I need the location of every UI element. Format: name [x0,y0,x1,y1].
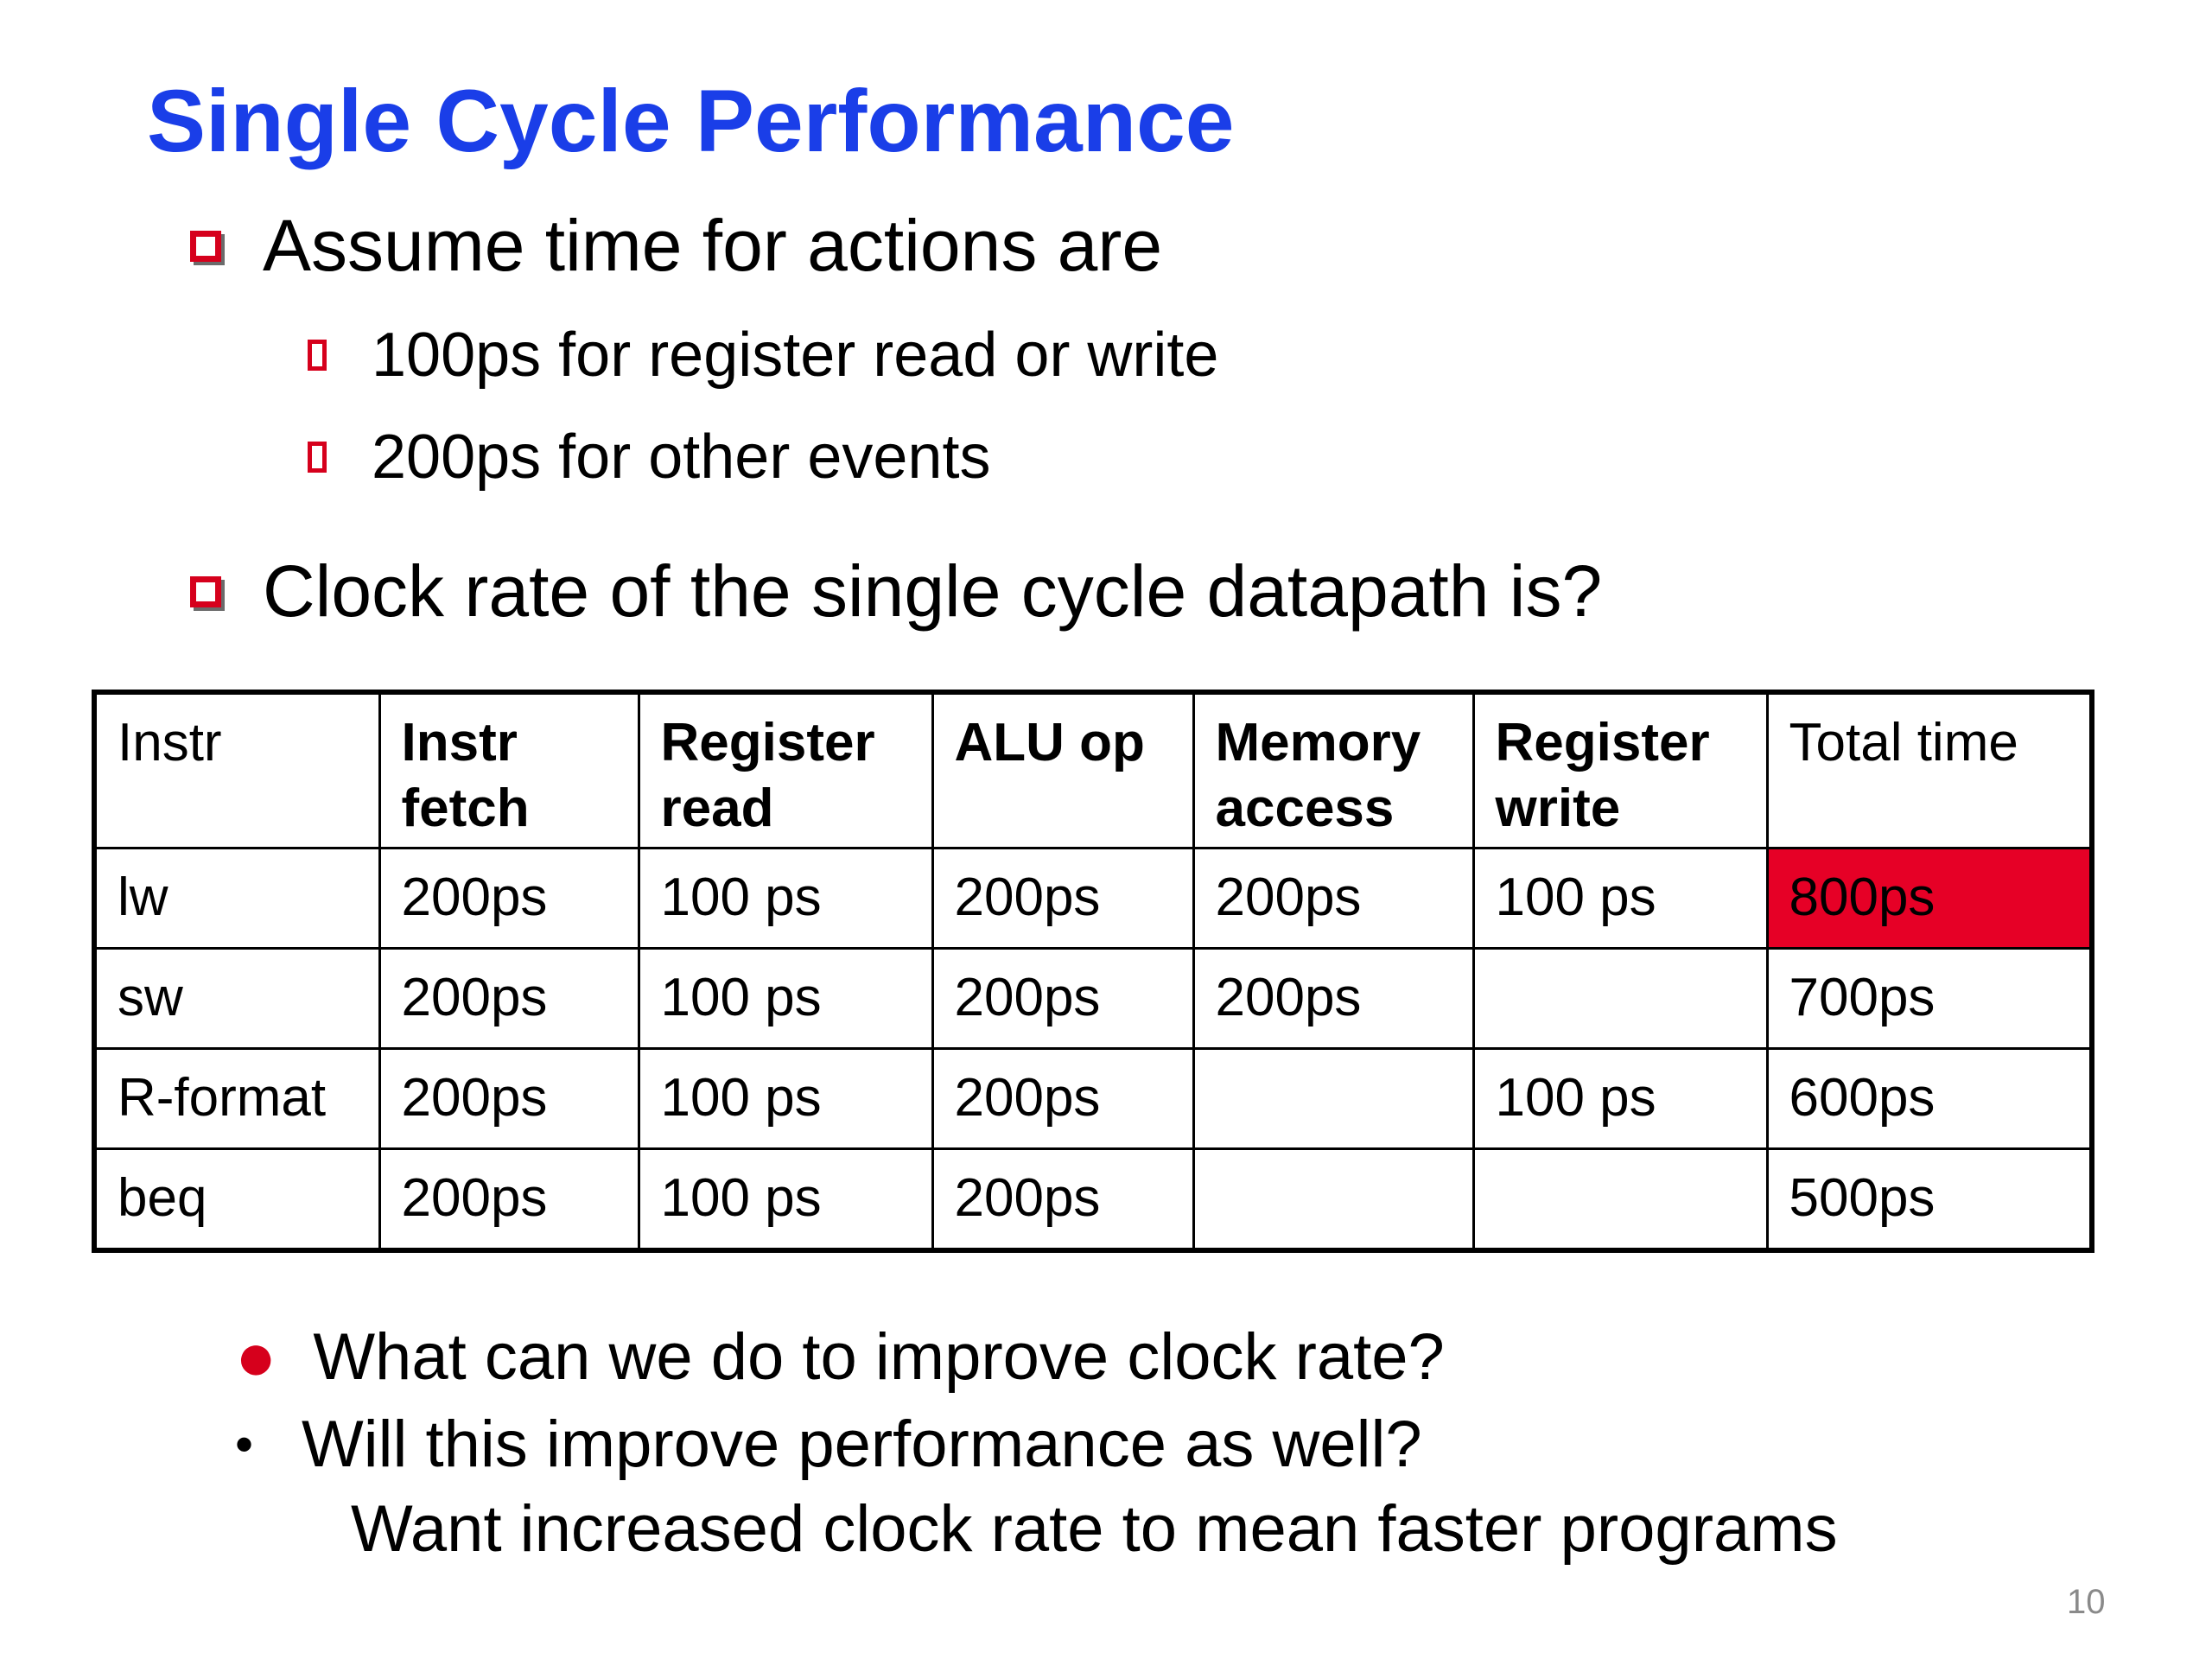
question-performance: • Will this improve performance as well? [235,1407,1422,1482]
header-instr-fetch: Instr fetch [378,690,640,849]
cell-memory-access [1192,1047,1475,1150]
slide-title: Single Cycle Performance [147,72,1235,170]
cell-alu-op: 200ps [931,847,1195,950]
header-register-write: Register write [1471,690,1769,849]
cell-register-write [1471,947,1769,1050]
cell-instr-fetch: 200ps [378,847,640,950]
small-square-bullet-icon [308,442,327,473]
header-instr: Instr [92,690,381,849]
cell-alu-op: 200ps [931,1047,1195,1150]
bullet-clock: Clock rate of the single cycle datapath … [190,550,1602,633]
bullet-clock-text: Clock rate of the single cycle datapath … [263,550,1603,632]
bullet-assume-text: Assume time for actions are [263,205,1163,286]
table-row: R-format 200ps 100 ps 200ps 100 ps 600ps [92,1047,2094,1150]
cell-alu-op: 200ps [931,947,1195,1050]
header-memory-access: Memory access [1192,690,1475,849]
cell-alu-op: 200ps [931,1147,1195,1252]
performance-table: Instr Instr fetch Register read ALU op M… [92,690,2094,1253]
bullet-assume: Assume time for actions are [190,204,1162,288]
performance-answer-text: Want increased clock rate to mean faster… [351,1492,1838,1566]
cell-instr-fetch: 200ps [378,947,640,1050]
cell-register-read: 100 ps [637,947,934,1050]
question-improve-clock: ● What can we do to improve clock rate? [235,1317,1445,1396]
cell-total-time-highlighted: 800ps [1765,847,2094,950]
cell-instr: beq [92,1147,381,1252]
cell-total-time: 700ps [1765,947,2094,1050]
table-row: sw 200ps 100 ps 200ps 200ps 700ps [92,947,2094,1050]
cell-memory-access [1192,1147,1475,1252]
cell-register-read: 100 ps [637,1047,934,1150]
table-header-row: Instr Instr fetch Register read ALU op M… [92,690,2094,849]
sub-bullet-register-text: 100ps for register read or write [372,321,1219,390]
question-performance-text: Will this improve performance as well? [302,1408,1422,1481]
cell-instr: lw [92,847,381,950]
cell-instr: sw [92,947,381,1050]
sub-bullet-register: 100ps for register read or write [308,320,1218,391]
header-alu-op: ALU op [931,690,1195,849]
page-number: 10 [2067,1583,2106,1621]
cell-instr-fetch: 200ps [378,1047,640,1150]
sub-bullet-other: 200ps for other events [308,422,990,493]
table-row: lw 200ps 100 ps 200ps 200ps 100 ps 800ps [92,847,2094,950]
cell-instr-fetch: 200ps [378,1147,640,1252]
cell-register-read: 100 ps [637,1147,934,1252]
header-register-read: Register read [637,690,934,849]
table-row: beq 200ps 100 ps 200ps 500ps [92,1147,2094,1252]
question-improve-clock-text: What can we do to improve clock rate? [313,1319,1445,1394]
cell-register-write: 100 ps [1471,1047,1769,1150]
sub-bullet-other-text: 200ps for other events [372,423,991,492]
square-bullet-icon [190,575,221,607]
red-dot-bullet-icon: ● [235,1318,277,1395]
cell-total-time: 500ps [1765,1147,2094,1252]
square-bullet-icon [190,230,221,262]
cell-total-time: 600ps [1765,1047,2094,1150]
cell-register-write: 100 ps [1471,847,1769,950]
cell-register-read: 100 ps [637,847,934,950]
black-dot-bullet-icon: • [235,1415,254,1473]
header-total-time: Total time [1765,690,2094,849]
cell-memory-access: 200ps [1192,847,1475,950]
small-square-bullet-icon [308,340,327,371]
cell-instr: R-format [92,1047,381,1150]
cell-memory-access: 200ps [1192,947,1475,1050]
cell-register-write [1471,1147,1769,1252]
